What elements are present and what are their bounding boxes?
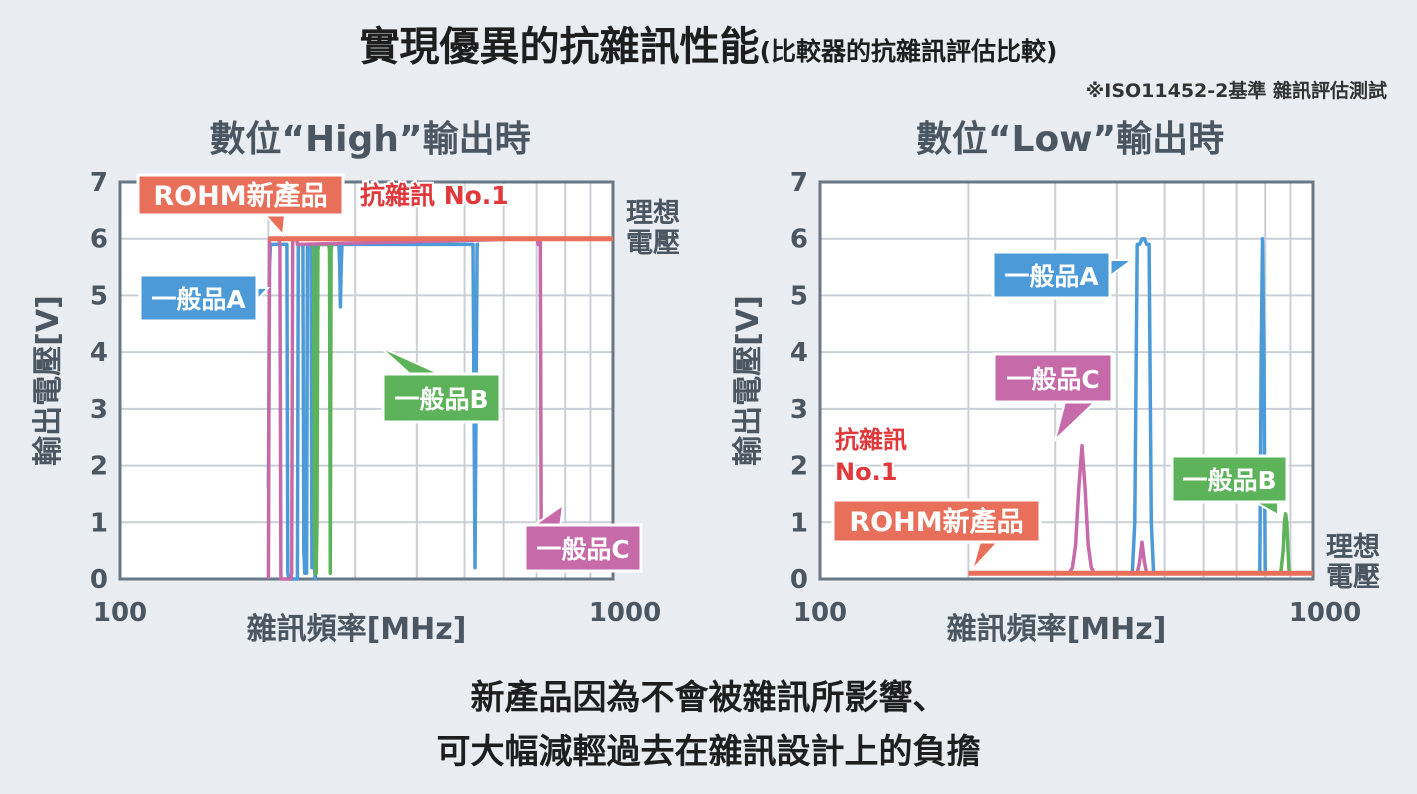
callout-label-a: 一般品A: [1004, 262, 1099, 291]
callout-label-c: 一般品C: [1006, 365, 1099, 394]
test-standard-note: ※ISO11452-2基準 雜訊評估測試: [1085, 80, 1387, 102]
ideal-voltage-label: 理想: [626, 198, 680, 229]
y-tick-label: 7: [90, 168, 108, 198]
y-tick-label: 1: [90, 508, 108, 538]
y-tick-label: 2: [790, 452, 808, 482]
ideal-voltage-label: 電壓: [1326, 562, 1380, 593]
y-tick-label: 4: [90, 338, 108, 368]
plot-area: [120, 182, 613, 579]
y-tick-label: 4: [790, 338, 808, 368]
callout-label-rohm: ROHM新產品: [153, 180, 327, 212]
y-axis-label: 輸出電壓[V]: [31, 295, 66, 466]
callout-label-c: 一般品C: [536, 535, 629, 564]
x-axis-label: 雜訊頻率[MHz]: [247, 612, 467, 647]
y-tick-label: 0: [90, 565, 108, 595]
callout-box-c: [992, 352, 1114, 404]
x-axis-label: 雜訊頻率[MHz]: [947, 612, 1167, 647]
y-tick-label: 5: [790, 281, 808, 311]
y-tick-label: 1: [790, 508, 808, 538]
page-subtitle: (比較器的抗雜訊評估比較): [759, 37, 1058, 66]
series-line-c: [1067, 443, 1149, 576]
x-tick-label: 1000: [1289, 598, 1361, 628]
callout-box-b: [381, 372, 502, 424]
chart-low-title: 數位“Low”輸出時: [915, 119, 1225, 160]
callout-box-b: [1170, 454, 1289, 504]
ideal-voltage-label: 理想: [1326, 532, 1380, 563]
y-tick-label: 5: [90, 281, 108, 311]
y-tick-label: 2: [90, 452, 108, 482]
y-axis-label: 輸出電壓[V]: [731, 295, 766, 466]
callout-box-rohm: [831, 498, 1042, 544]
y-tick-label: 3: [790, 395, 808, 425]
chart-high-title: 數位“High”輸出時: [209, 119, 531, 160]
callout-label-a: 一般品A: [151, 285, 246, 314]
series-line-a: [1130, 236, 1269, 576]
y-tick-label: 6: [90, 225, 108, 255]
plot-frame: [118, 180, 615, 581]
page-title: 實現優異的抗雜訊性能: [359, 24, 760, 70]
callout-label-b: 一般品B: [1182, 466, 1276, 495]
rohm-noise-annotation: 抗雜訊: [835, 426, 907, 454]
y-tick-label: 3: [90, 395, 108, 425]
footer-line-2: 可大幅減輕過去在雜訊設計上的負擔: [436, 732, 981, 772]
x-tick-label: 1000: [589, 598, 661, 628]
callout-label-b: 一般品B: [394, 385, 488, 414]
footer-line-1: 新產品因為不會被雜訊所影響、: [470, 678, 947, 718]
callout-box-a: [991, 250, 1112, 300]
ideal-voltage-label: 電壓: [626, 228, 680, 259]
callout-box-rohm: [136, 173, 345, 217]
callout-label-rohm: ROHM新產品: [849, 506, 1023, 538]
series-line-b: [1278, 512, 1291, 574]
series-line-b: [310, 242, 334, 576]
x-tick-label: 100: [93, 598, 147, 628]
callout-box-c: [523, 523, 643, 573]
callout-box-a: [138, 273, 259, 323]
y-tick-label: 6: [790, 225, 808, 255]
rohm-noise-annotation: 抗雜訊 No.1: [360, 181, 509, 210]
rohm-noise-annotation: No.1: [835, 458, 897, 486]
y-tick-label: 7: [790, 168, 808, 198]
chart-low: 0 1 2 3 4 5 6 7 100 1000 雜訊頻率[MHz] 輸出電壓[V] ROHM新產品 一般…: [731, 168, 1380, 647]
y-tick-label: 0: [790, 565, 808, 595]
plot-frame: [818, 180, 1315, 581]
page-title-row: 實現優異的抗雜訊性能(比較器的抗雜訊評估比較): [0, 14, 1417, 72]
x-tick-label: 100: [793, 598, 847, 628]
